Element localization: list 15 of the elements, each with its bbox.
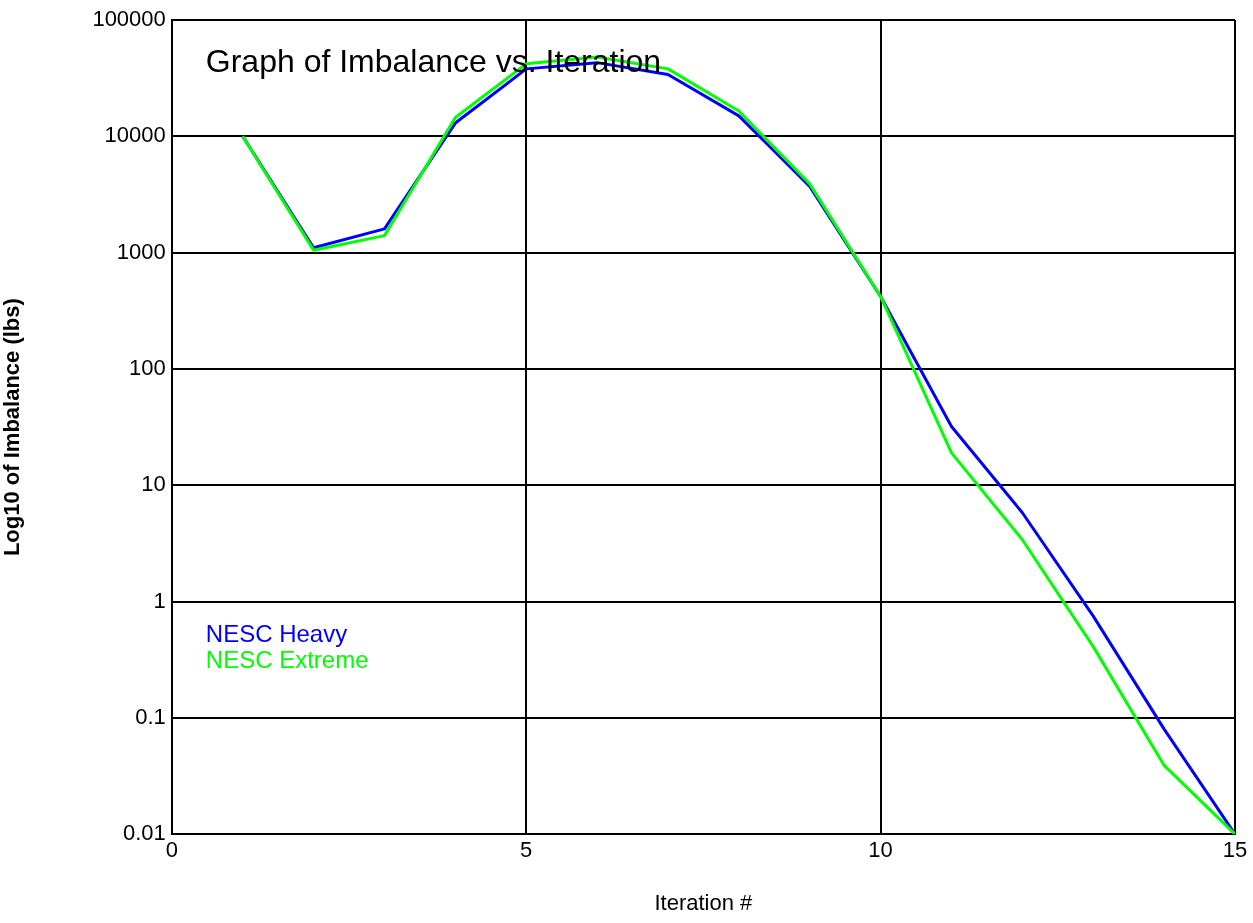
y-tick-label: 1 <box>153 587 166 613</box>
x-tick-label: 10 <box>868 837 893 863</box>
x-tick-label: 5 <box>520 837 533 863</box>
x-tick-label: 15 <box>1222 837 1248 863</box>
y-tick-label: 100000 <box>92 6 166 32</box>
x-axis-title: Iteration # <box>654 889 754 915</box>
y-axis-title: Log10 of Imbalance (lbs) <box>0 298 25 557</box>
x-tick-label: 0 <box>165 837 178 863</box>
y-tick-label: 1000 <box>116 238 166 264</box>
y-tick-label: 10 <box>141 471 166 497</box>
y-tick-label: 0.01 <box>122 820 166 846</box>
y-tick-label: 100 <box>129 355 166 381</box>
text: NESC Heavy <box>205 619 348 647</box>
y-tick-label: 0.1 <box>135 703 166 729</box>
y-tick-label: 10000 <box>104 122 166 148</box>
